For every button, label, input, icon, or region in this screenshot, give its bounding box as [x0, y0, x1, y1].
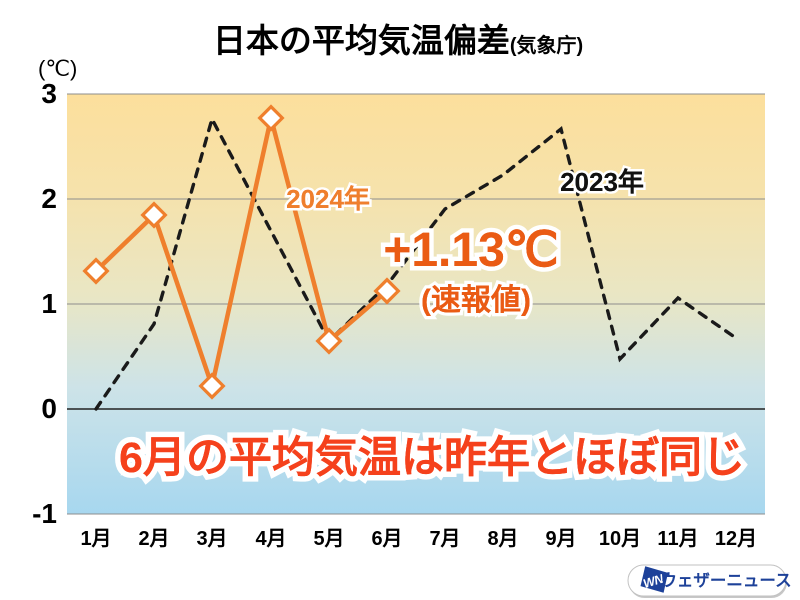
- svg-text:4月: 4月: [255, 528, 286, 550]
- svg-text:(速報値): (速報値): [421, 284, 531, 317]
- svg-text:2月: 2月: [138, 528, 169, 550]
- svg-text:10月: 10月: [599, 528, 641, 550]
- svg-text:6月の平均気温は昨年とほぼ同じ: 6月の平均気温は昨年とほぼ同じ: [119, 434, 745, 482]
- svg-text:7月: 7月: [429, 528, 460, 550]
- svg-text:0: 0: [41, 393, 57, 424]
- svg-text:8月: 8月: [487, 528, 518, 550]
- svg-text:(℃): (℃): [38, 56, 77, 81]
- svg-text:12月: 12月: [715, 528, 757, 550]
- svg-text:1: 1: [41, 288, 57, 319]
- svg-text:1月: 1月: [80, 528, 111, 550]
- svg-text:9月: 9月: [545, 528, 576, 550]
- svg-text:11月: 11月: [657, 528, 698, 550]
- svg-text:2024年: 2024年: [286, 184, 370, 214]
- svg-text:3: 3: [41, 78, 57, 109]
- svg-text:ウェザーニュース: ウェザーニュース: [660, 571, 791, 590]
- svg-text:2023年: 2023年: [560, 167, 644, 197]
- svg-text:+1.13℃: +1.13℃: [383, 224, 558, 277]
- svg-text:6月: 6月: [371, 528, 402, 550]
- svg-text:3月: 3月: [196, 528, 227, 550]
- svg-text:-1: -1: [32, 498, 57, 529]
- svg-text:日本の平均気温偏差(気象庁): 日本の平均気温偏差(気象庁): [213, 22, 583, 59]
- svg-text:5月: 5月: [313, 528, 344, 550]
- svg-text:2: 2: [41, 183, 57, 214]
